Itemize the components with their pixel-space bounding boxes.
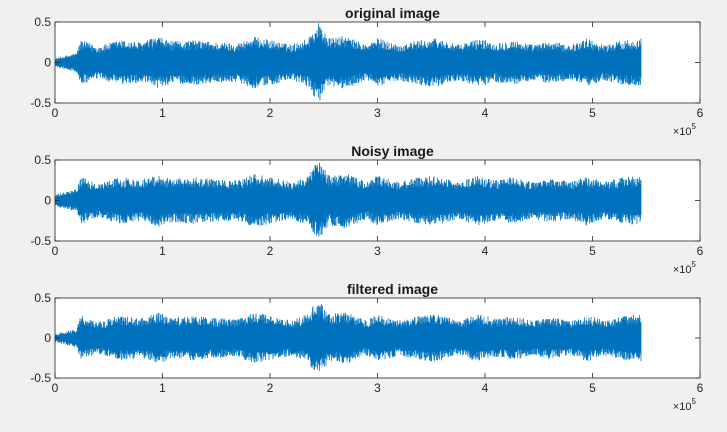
x-tick-label: 5 (589, 244, 596, 258)
x-tick-label: 3 (374, 381, 381, 395)
x-exponent-base: ×10 (673, 264, 692, 276)
y-tick-label: 0 (44, 56, 51, 70)
x-tick-label: 5 (589, 381, 596, 395)
x-tick-label: 0 (52, 244, 59, 258)
chart-title: original image (345, 5, 440, 21)
x-tick-label: 3 (374, 106, 381, 120)
x-tick-label: 6 (697, 381, 704, 395)
x-tick-label: 2 (267, 106, 274, 120)
x-exponent-power: 5 (692, 122, 697, 131)
y-tick-label: -0.5 (30, 96, 51, 110)
y-tick-label: -0.5 (30, 234, 51, 248)
y-tick-label: 0.5 (34, 15, 51, 29)
y-tick-label: 0.5 (34, 291, 51, 305)
y-tick-label: 0.5 (34, 153, 51, 167)
x-tick-label: 4 (482, 106, 489, 120)
x-exponent-label: ×105 (673, 122, 697, 138)
x-tick-label: 1 (159, 106, 166, 120)
x-tick-label: 0 (52, 106, 59, 120)
x-tick-label: 6 (697, 244, 704, 258)
y-tick-label: -0.5 (30, 371, 51, 385)
x-exponent-label: ×105 (673, 260, 697, 276)
x-tick-label: 0 (52, 381, 59, 395)
x-exponent-base: ×10 (673, 401, 692, 413)
y-tick-label: 0 (44, 194, 51, 208)
x-tick-label: 2 (267, 244, 274, 258)
x-exponent-power: 5 (692, 397, 697, 406)
x-tick-label: 6 (697, 106, 704, 120)
chart-title: filtered image (347, 281, 438, 297)
x-tick-label: 5 (589, 106, 596, 120)
y-tick-label: 0 (44, 331, 51, 345)
x-tick-label: 1 (159, 381, 166, 395)
x-tick-label: 1 (159, 244, 166, 258)
x-exponent-power: 5 (692, 260, 697, 269)
x-exponent-label: ×105 (673, 397, 697, 413)
x-tick-label: 3 (374, 244, 381, 258)
x-tick-label: 4 (482, 381, 489, 395)
chart-title: Noisy image (351, 143, 434, 159)
x-tick-label: 2 (267, 381, 274, 395)
x-tick-label: 4 (482, 244, 489, 258)
x-exponent-base: ×10 (673, 126, 692, 138)
